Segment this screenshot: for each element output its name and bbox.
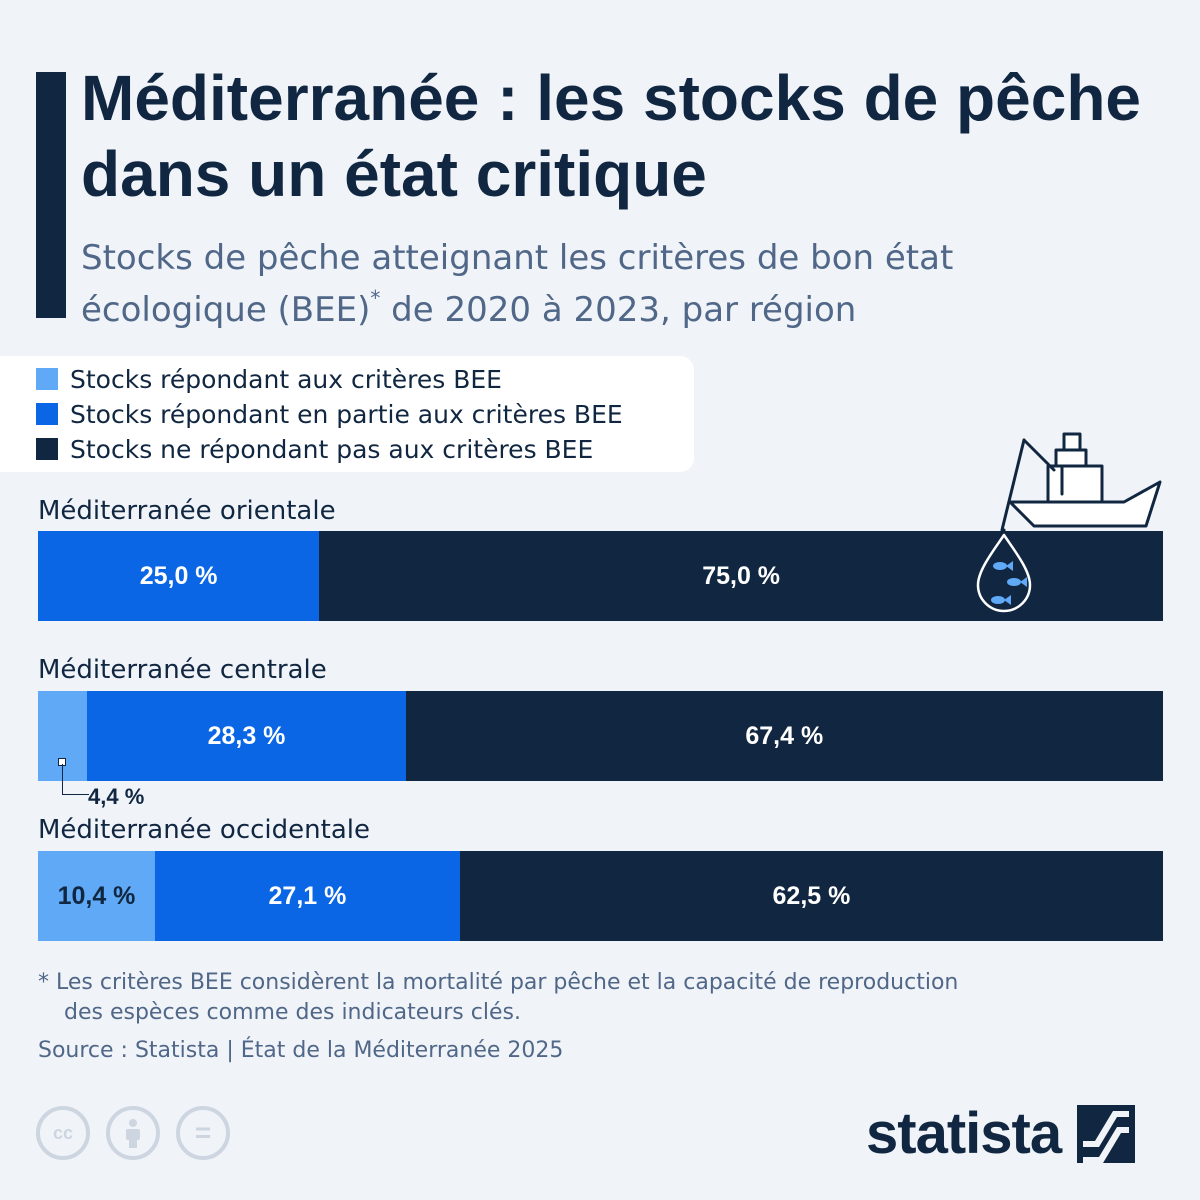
chart-title: Méditerranée : les stocks de pêche dans … <box>81 62 1141 210</box>
footnote-line-2: des espèces comme des indicateurs clés. <box>64 1000 521 1025</box>
legend-swatch <box>36 438 58 460</box>
stacked-bar: 28,3 % 67,4 % <box>38 691 1164 781</box>
statista-logo[interactable]: statista <box>866 1100 1136 1167</box>
bar-segment: 62,5 % <box>459 851 1163 941</box>
footnote: * Les critères BEE considèrent la mortal… <box>38 968 1038 1028</box>
legend-swatch <box>36 368 58 390</box>
title-accent-bar <box>36 72 66 318</box>
subtitle-tail: de 2020 à 2023, par région <box>380 290 857 330</box>
legend-item: Stocks répondant aux critères BEE <box>36 364 502 394</box>
attribution-icon[interactable] <box>106 1106 160 1160</box>
chart-legend: Stocks répondant aux critères BEE Stocks… <box>0 356 694 472</box>
statista-mark-icon <box>1077 1104 1136 1163</box>
stacked-bar: 10,4 % 27,1 % 62,5 % <box>38 851 1163 941</box>
data-label: 62,5 % <box>772 881 851 910</box>
data-label: 28,3 % <box>207 721 286 750</box>
bar-segment: 10,4 % <box>38 851 155 941</box>
data-label: 25,0 % <box>139 561 218 590</box>
creative-commons-icon[interactable]: cc <box>36 1106 90 1160</box>
bar-segment: 25,0 % <box>38 531 320 621</box>
bar-segment: 67,4 % <box>405 691 1164 781</box>
category-label: Méditerranée occidentale <box>38 815 370 845</box>
data-label: 67,4 % <box>745 721 824 750</box>
bar-segment: 28,3 % <box>87 691 406 781</box>
subtitle-main: Stocks de pêche atteignant les critères … <box>81 238 954 330</box>
legend-item: Stocks répondant en partie aux critères … <box>36 399 623 429</box>
source-note: Source : Statista | État de la Méditerra… <box>38 1038 564 1063</box>
legend-swatch <box>36 403 58 425</box>
subtitle-footnote-marker: * <box>370 286 381 310</box>
data-label: 75,0 % <box>702 561 781 590</box>
bar-segment: 27,1 % <box>155 851 460 941</box>
chart-subtitle: Stocks de pêche atteignant les critères … <box>81 232 1081 336</box>
license-icons: cc = <box>36 1106 230 1160</box>
footnote-line-1: * Les critères BEE considèrent la mortal… <box>38 970 959 995</box>
fishing-boat-icon <box>976 432 1162 613</box>
data-label: 10,4 % <box>57 881 136 910</box>
legend-label: Stocks répondant en partie aux critères … <box>70 399 623 429</box>
legend-item: Stocks ne répondant pas aux critères BEE <box>36 434 593 464</box>
brand-wordmark: statista <box>866 1101 1062 1166</box>
callout-data-label: 4,4 % <box>88 784 145 809</box>
data-label: 27,1 % <box>268 881 347 910</box>
legend-label: Stocks répondant aux critères BEE <box>70 364 502 394</box>
category-label: Méditerranée centrale <box>38 655 327 685</box>
no-derivatives-icon[interactable]: = <box>176 1106 230 1160</box>
legend-label: Stocks ne répondant pas aux critères BEE <box>70 434 594 464</box>
category-label: Méditerranée orientale <box>38 496 336 526</box>
callout-leader-line <box>62 764 89 795</box>
